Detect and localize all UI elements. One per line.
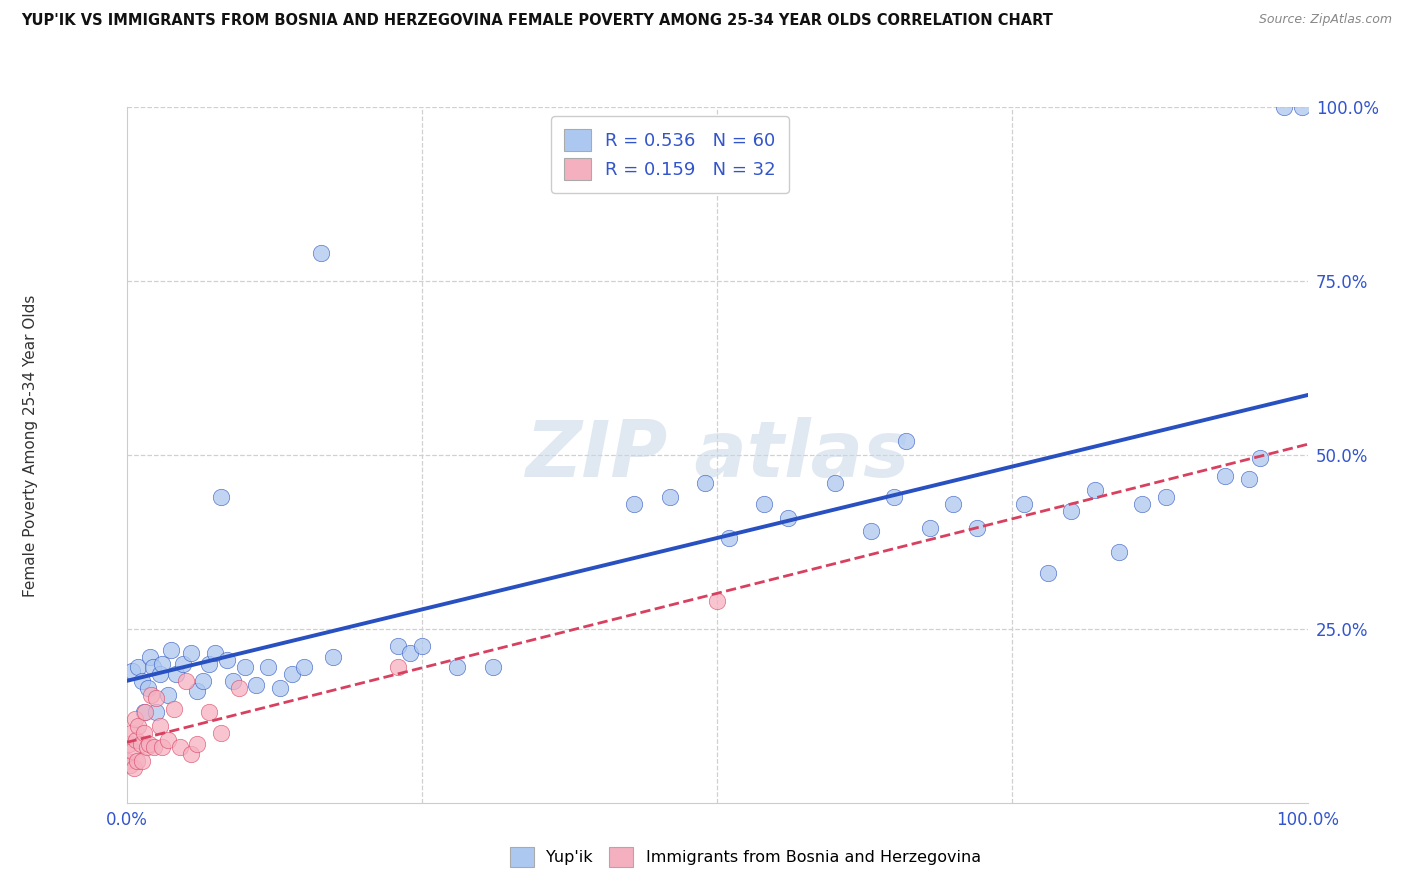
Point <box>1213 468 1236 483</box>
Point <box>1012 497 1035 511</box>
Point <box>1060 503 1083 517</box>
Point <box>281 667 304 681</box>
Point <box>411 639 433 653</box>
Point <box>233 660 256 674</box>
Text: YUP'IK VS IMMIGRANTS FROM BOSNIA AND HERZEGOVINA FEMALE POVERTY AMONG 25-34 YEAR: YUP'IK VS IMMIGRANTS FROM BOSNIA AND HER… <box>21 13 1053 29</box>
Point <box>717 532 740 546</box>
Point <box>138 737 160 751</box>
Point <box>1291 100 1313 114</box>
Point <box>163 702 186 716</box>
Point <box>136 681 159 695</box>
Point <box>209 490 232 504</box>
Point <box>1108 545 1130 559</box>
Point <box>1130 497 1153 511</box>
Point <box>186 684 208 698</box>
Point <box>399 646 422 660</box>
Point <box>292 660 315 674</box>
Point <box>209 726 232 740</box>
Text: Source: ZipAtlas.com: Source: ZipAtlas.com <box>1258 13 1392 27</box>
Point <box>918 521 941 535</box>
Point <box>120 757 142 772</box>
Point <box>169 740 191 755</box>
Point <box>1272 100 1295 114</box>
Legend: R = 0.536   N = 60, R = 0.159   N = 32: R = 0.536 N = 60, R = 0.159 N = 32 <box>551 116 789 193</box>
Point <box>118 737 141 751</box>
Point <box>966 521 988 535</box>
Point <box>135 740 157 755</box>
Point <box>141 660 163 674</box>
Point <box>215 653 238 667</box>
Point <box>1237 472 1260 486</box>
Point <box>127 754 149 768</box>
Point <box>695 475 717 490</box>
Point <box>115 754 138 768</box>
Point <box>134 706 156 720</box>
Point <box>387 639 409 653</box>
Point <box>141 688 163 702</box>
Point <box>172 657 194 671</box>
Point <box>131 674 153 689</box>
Point <box>142 740 165 755</box>
Point <box>139 649 162 664</box>
Point <box>193 674 215 689</box>
Point <box>150 657 173 671</box>
Point <box>322 649 344 664</box>
Point <box>156 733 179 747</box>
Point <box>125 733 148 747</box>
Point <box>623 497 645 511</box>
Point <box>311 246 333 260</box>
Text: ZIP atlas: ZIP atlas <box>524 417 910 493</box>
Point <box>658 490 681 504</box>
Point <box>387 660 409 674</box>
Point <box>149 719 172 733</box>
Point <box>121 664 143 678</box>
Point <box>165 667 187 681</box>
Legend: Yup'ik, Immigrants from Bosnia and Herzegovina: Yup'ik, Immigrants from Bosnia and Herze… <box>503 841 987 873</box>
Point <box>180 646 202 660</box>
Point <box>124 712 146 726</box>
Point <box>257 660 280 674</box>
Point <box>228 681 250 695</box>
Point <box>145 691 167 706</box>
Point <box>121 744 143 758</box>
Point <box>120 726 142 740</box>
Point <box>186 737 208 751</box>
Point <box>127 660 149 674</box>
Point <box>198 706 221 720</box>
Point <box>134 706 156 720</box>
Point <box>204 646 226 660</box>
Point <box>127 719 149 733</box>
Point <box>754 497 776 511</box>
Point <box>129 737 152 751</box>
Point <box>180 747 202 761</box>
Point <box>269 681 291 695</box>
Point <box>174 674 197 689</box>
Point <box>245 677 267 691</box>
Point <box>198 657 221 671</box>
Point <box>149 667 172 681</box>
Point <box>883 490 905 504</box>
Point <box>131 754 153 768</box>
Point <box>859 524 882 539</box>
Point <box>122 761 145 775</box>
Point <box>776 510 799 524</box>
Point <box>222 674 245 689</box>
Point <box>942 497 965 511</box>
Text: Female Poverty Among 25-34 Year Olds: Female Poverty Among 25-34 Year Olds <box>24 295 38 597</box>
Point <box>1154 490 1177 504</box>
Point <box>156 688 179 702</box>
Point <box>481 660 503 674</box>
Point <box>824 475 846 490</box>
Point <box>134 726 156 740</box>
Point <box>1036 566 1059 581</box>
Point <box>1084 483 1107 497</box>
Point <box>150 740 173 755</box>
Point <box>894 434 917 448</box>
Point <box>160 642 183 657</box>
Point <box>145 706 167 720</box>
Point <box>706 594 728 608</box>
Point <box>1249 451 1271 466</box>
Point <box>446 660 468 674</box>
